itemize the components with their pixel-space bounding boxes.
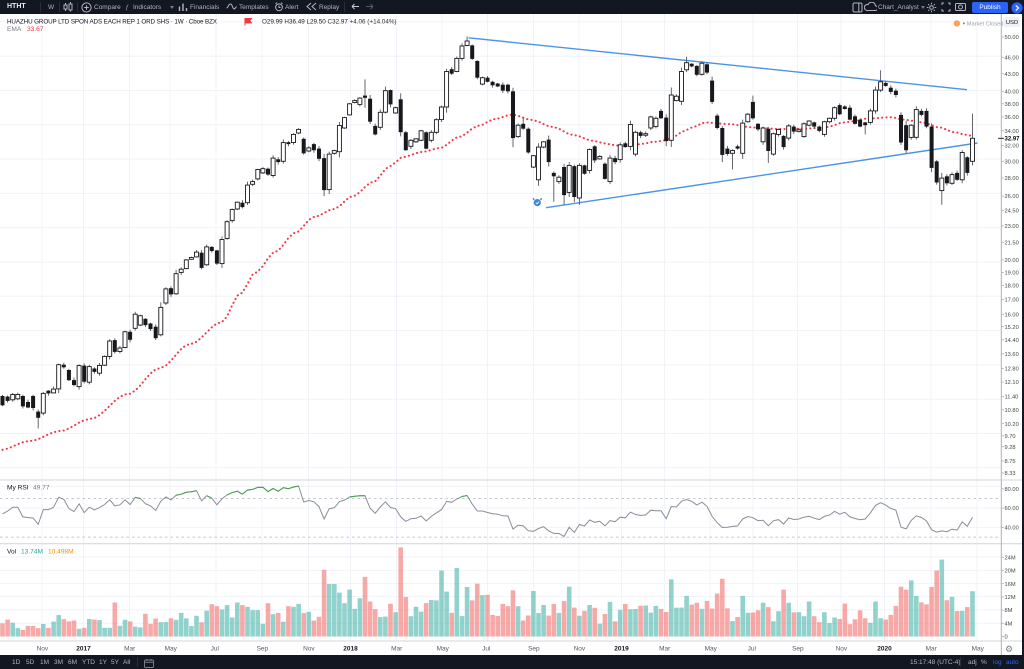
svg-text:19.00: 19.00 [1005,271,1019,277]
svg-text:12M: 12M [1005,595,1016,601]
svg-text:20M: 20M [1005,569,1016,575]
svg-text:49.77: 49.77 [33,485,50,492]
svg-text:11.40: 11.40 [1005,395,1019,401]
svg-text:Mar: Mar [391,646,403,653]
svg-text:28.00: 28.00 [1005,176,1019,182]
svg-text:15.20: 15.20 [1005,325,1019,331]
svg-text:Nov: Nov [37,646,49,653]
svg-text:40.00: 40.00 [1005,526,1019,532]
svg-text:43.00: 43.00 [1005,72,1019,78]
svg-text:32.00: 32.00 [1005,144,1019,150]
svg-text:EMA 33.67: EMA 33.67 [7,26,44,33]
svg-text:10.498M: 10.498M [48,549,74,556]
svg-text:10.80: 10.80 [1005,408,1019,414]
svg-text:23.00: 23.00 [1005,224,1019,230]
svg-text:4M: 4M [1005,621,1013,627]
svg-text:13.60: 13.60 [1005,352,1019,358]
svg-text:USD: USD [1006,20,1018,26]
svg-text:8.33: 8.33 [1005,471,1016,477]
svg-text:⚙: ⚙ [1005,644,1013,654]
svg-text:Mar: Mar [926,646,938,653]
svg-text:50.00: 50.00 [1005,35,1019,41]
svg-text:8.75: 8.75 [1005,459,1016,465]
svg-text:40.00: 40.00 [1005,89,1019,95]
svg-text:16M: 16M [1005,582,1016,588]
svg-text:9.28: 9.28 [1005,445,1016,451]
svg-text:80.00: 80.00 [1005,487,1019,493]
svg-text:Sep: Sep [257,646,269,653]
svg-text:26.00: 26.00 [1005,194,1019,200]
svg-text:30.00: 30.00 [1005,159,1019,165]
svg-text:May: May [972,646,985,653]
svg-text:34.00: 34.00 [1005,129,1019,135]
svg-text:2018: 2018 [343,646,358,653]
svg-text:0: 0 [1005,635,1008,641]
svg-text:18.00: 18.00 [1005,284,1019,290]
svg-text:2017: 2017 [76,646,91,653]
svg-text:36.00: 36.00 [1005,115,1019,121]
svg-text:20.00: 20.00 [1005,258,1019,264]
svg-text:8M: 8M [1005,608,1013,614]
svg-text:Nov: Nov [574,646,586,653]
svg-text:Nov: Nov [836,646,848,653]
svg-text:12.80: 12.80 [1005,367,1019,373]
svg-text:13.74M: 13.74M [21,549,43,556]
svg-text:9.70: 9.70 [1005,434,1016,440]
svg-text:14.40: 14.40 [1005,338,1019,344]
svg-text:17.00: 17.00 [1005,298,1019,304]
svg-text:2020: 2020 [877,646,892,653]
svg-text:Jul: Jul [748,646,757,653]
svg-text:10.20: 10.20 [1005,422,1019,428]
svg-text:Market Closed: Market Closed [967,22,1004,28]
svg-text:60.00: 60.00 [1005,506,1019,512]
svg-text:24M: 24M [1005,555,1016,561]
svg-text:Sep: Sep [792,646,804,653]
svg-text:May: May [705,646,718,653]
svg-text:Sep: Sep [528,646,540,653]
svg-text:38.00: 38.00 [1005,102,1019,108]
svg-text:My RSI: My RSI [7,485,29,492]
svg-text:Jul: Jul [211,646,220,653]
svg-text:12.10: 12.10 [1005,380,1019,386]
svg-text:HUAZHU GROUP LTD SPON ADS EACH: HUAZHU GROUP LTD SPON ADS EACH REP 1 ORD… [7,19,218,26]
svg-text:46.00: 46.00 [1005,55,1019,61]
svg-text:24.50: 24.50 [1005,209,1019,215]
svg-text:Jul: Jul [482,646,491,653]
svg-text:May: May [437,646,450,653]
svg-text:O29.99 H36.49 L29.50 C32.97: O29.99 H36.49 L29.50 C32.97 +4.06 (+14.0… [262,19,397,26]
svg-text:May: May [165,646,178,653]
svg-text:21.50: 21.50 [1005,240,1019,246]
svg-text:2019: 2019 [614,646,629,653]
svg-text:32.97: 32.97 [1005,137,1021,143]
svg-text:16.00: 16.00 [1005,312,1019,318]
svg-text:Vol: Vol [7,549,17,556]
svg-text:Nov: Nov [303,646,315,653]
svg-text:Mar: Mar [659,646,671,653]
svg-text:Mar: Mar [124,646,136,653]
